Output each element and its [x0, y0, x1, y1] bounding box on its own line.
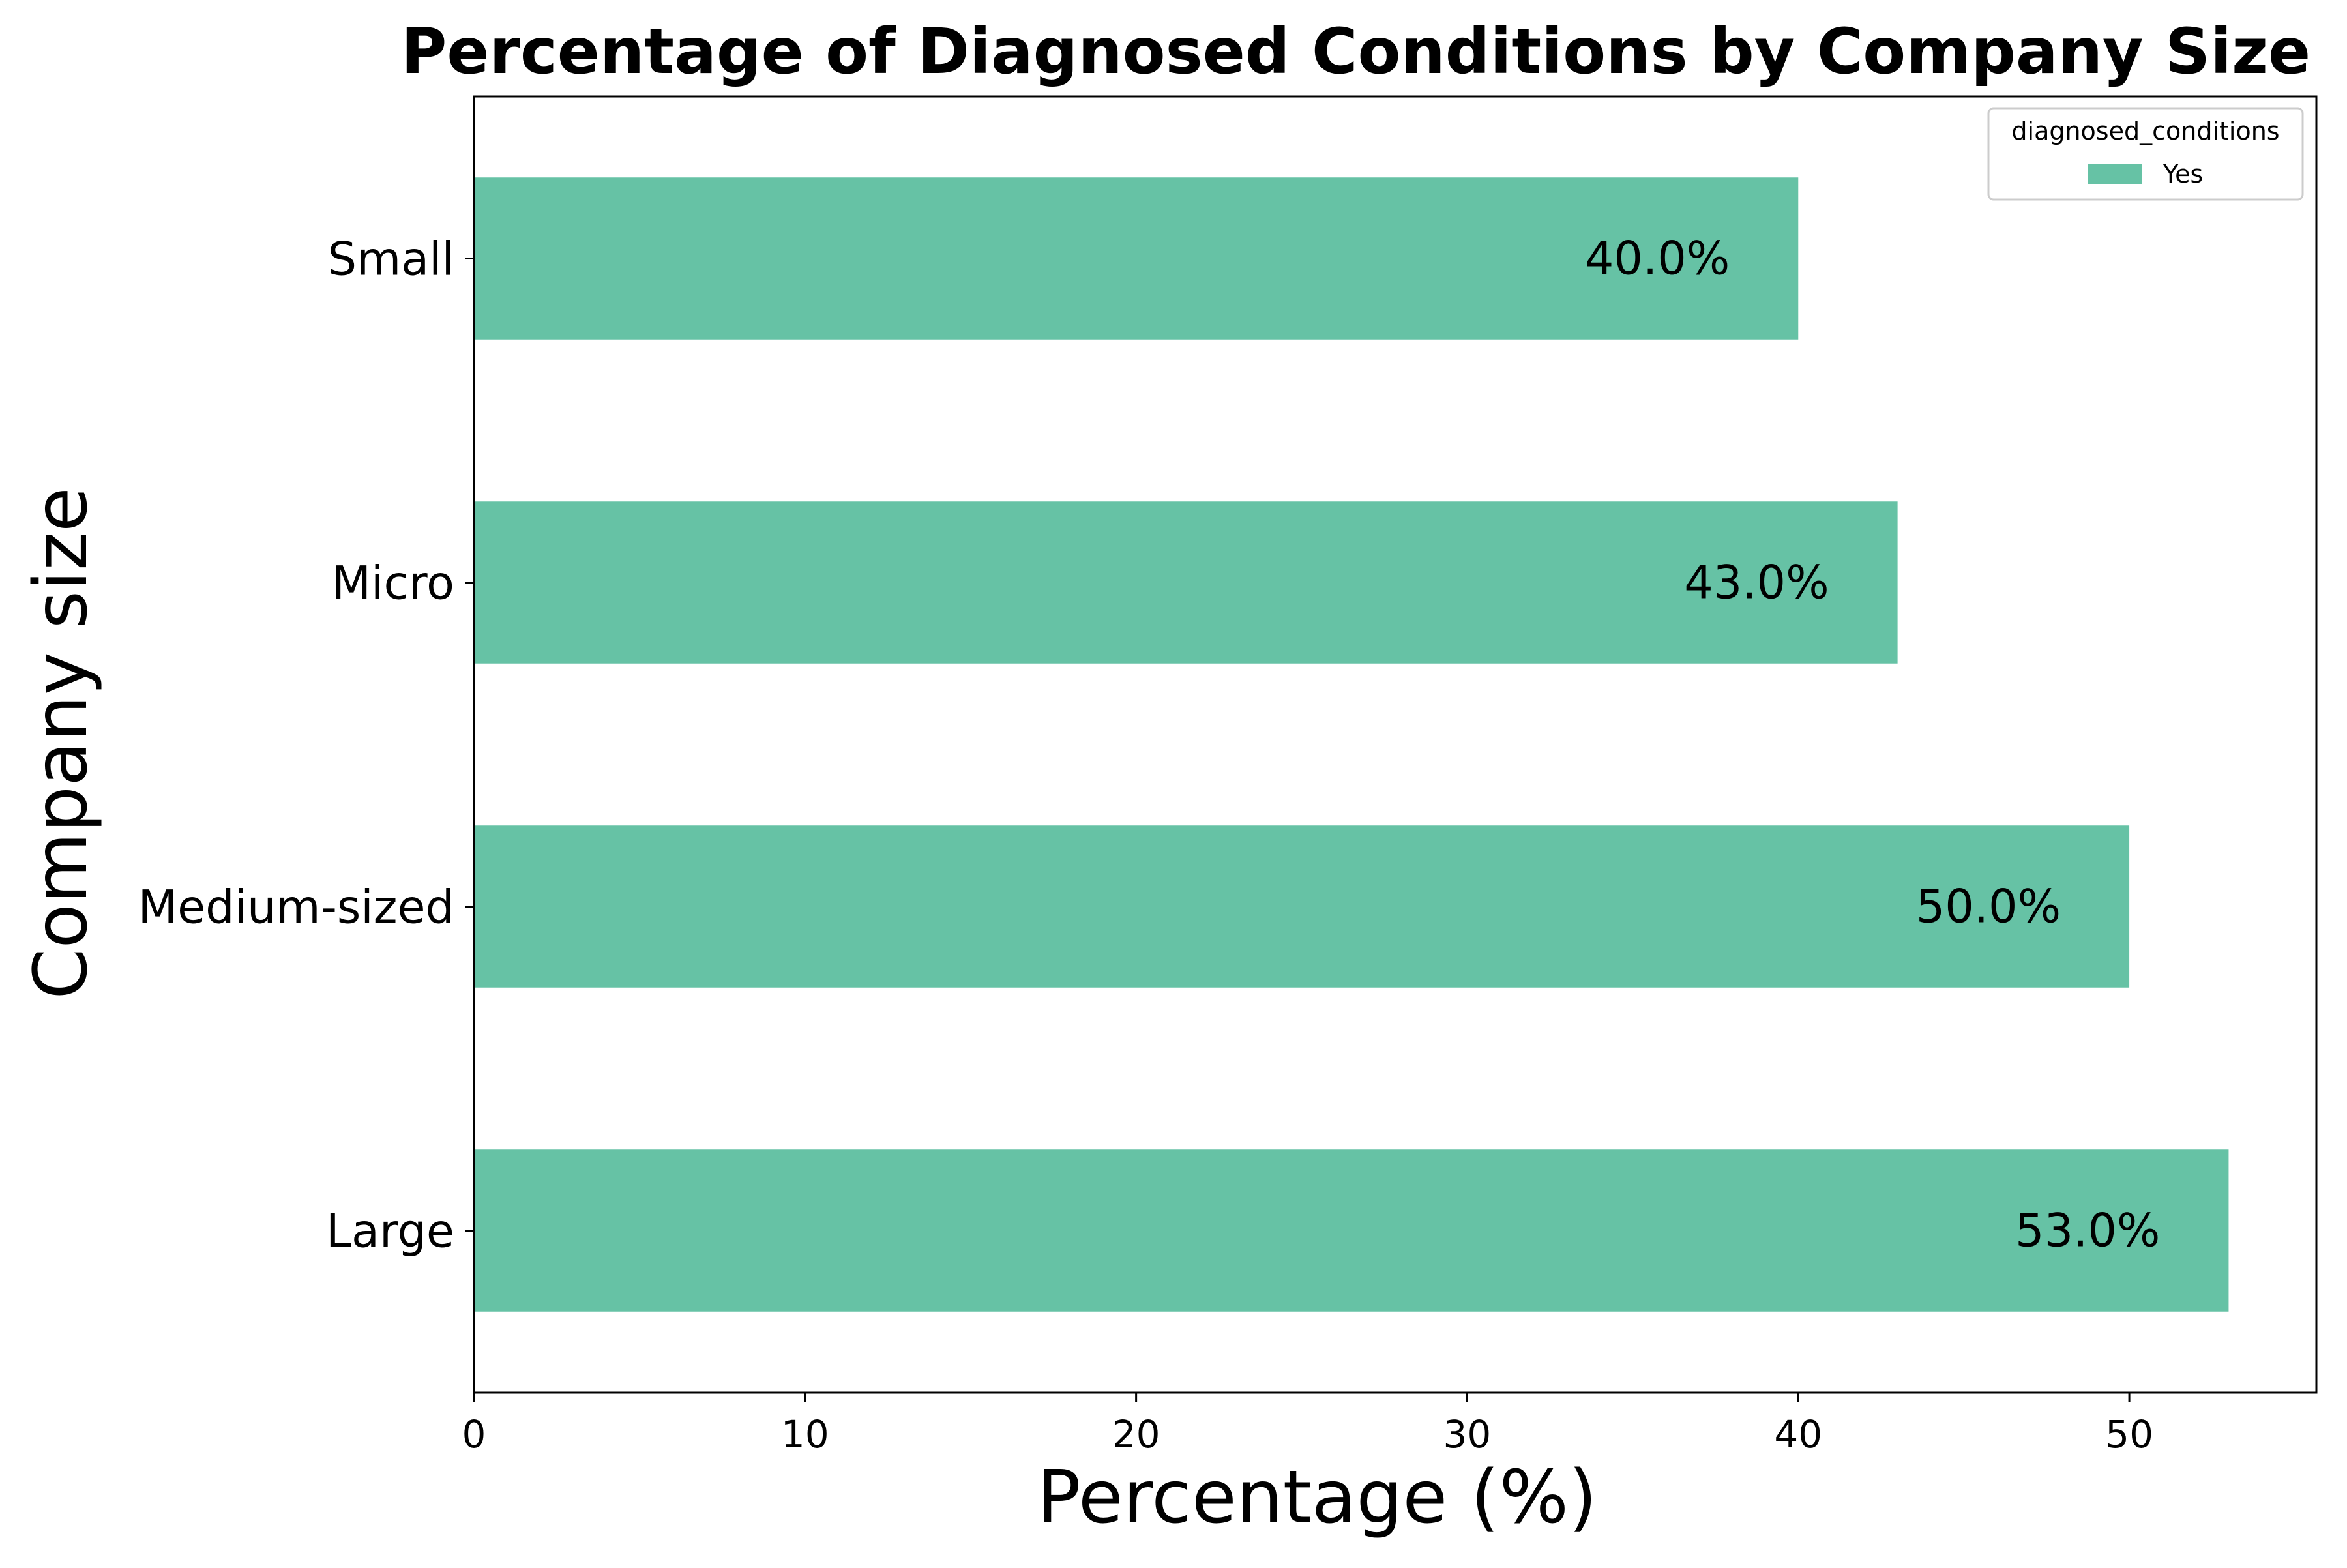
- chart-title: Percentage of Diagnosed Conditions by Co…: [401, 15, 2310, 88]
- x-tick-label-50: 50: [2105, 1412, 2153, 1457]
- data-label-micro: 43.0%: [1684, 556, 1829, 610]
- x-tick-label-0: 0: [462, 1412, 486, 1457]
- data-label-small: 40.0%: [1585, 232, 1730, 286]
- x-tick-label-40: 40: [1774, 1412, 1822, 1457]
- data-label-medium-sized: 50.0%: [1916, 880, 2061, 934]
- x-tick-label-30: 30: [1443, 1412, 1492, 1457]
- legend-title: diagnosed_conditions: [2011, 117, 2279, 145]
- legend-entry-yes: Yes: [2162, 160, 2203, 188]
- y-tick-label-micro: Micro: [332, 557, 454, 610]
- x-tick-label-20: 20: [1112, 1412, 1160, 1457]
- x-axis-label: Percentage (%): [1037, 1455, 1597, 1540]
- x-ticks-layer: 0 10 20 30 40 50: [462, 1393, 2153, 1457]
- data-label-large: 53.0%: [2015, 1204, 2160, 1258]
- legend-swatch-yes: [2088, 164, 2142, 184]
- legend-box: [1987, 107, 2304, 201]
- y-tick-label-small: Small: [328, 233, 454, 286]
- bar-medium-sized: [474, 825, 2130, 988]
- plot-frame: [473, 95, 2318, 1394]
- y-axis-label: Company size: [19, 487, 104, 999]
- legend: diagnosed_conditions Yes: [1987, 107, 2304, 201]
- data-labels-layer: 40.0% 43.0% 50.0% 53.0%: [1585, 232, 2161, 1258]
- bars-layer: [474, 177, 2229, 1312]
- y-tick-label-large: Large: [326, 1205, 454, 1258]
- x-tick-label-10: 10: [781, 1412, 829, 1457]
- y-tick-label-medium-sized: Medium-sized: [138, 881, 454, 934]
- y-ticks-layer: Small Micro Medium-sized Large: [138, 233, 474, 1258]
- bar-large: [474, 1149, 2229, 1312]
- bar-small: [474, 177, 1799, 340]
- bar-micro: [474, 501, 1898, 664]
